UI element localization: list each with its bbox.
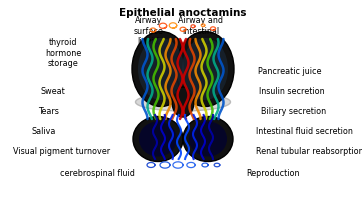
Text: Insulin secretion: Insulin secretion [258, 86, 324, 96]
Text: Intestinal fluid secretion: Intestinal fluid secretion [256, 127, 353, 136]
Ellipse shape [176, 31, 234, 106]
Ellipse shape [183, 116, 233, 162]
Text: Biliary secretion: Biliary secretion [261, 107, 326, 116]
Ellipse shape [135, 93, 231, 111]
Ellipse shape [172, 87, 194, 117]
Ellipse shape [132, 31, 190, 106]
Text: Airway
surface
liquid: Airway surface liquid [134, 16, 163, 46]
Text: Epithelial anoctamins: Epithelial anoctamins [119, 8, 247, 18]
Ellipse shape [138, 38, 184, 100]
Text: Reproduction: Reproduction [247, 168, 300, 178]
Ellipse shape [182, 38, 228, 100]
Text: Airway and
intestinal
mucus: Airway and intestinal mucus [178, 16, 223, 46]
Ellipse shape [189, 121, 227, 156]
Text: Visual pigment turnover: Visual pigment turnover [13, 146, 110, 156]
Text: Renal tubular reabsorption: Renal tubular reabsorption [256, 146, 362, 156]
Text: Pancreatic juice: Pancreatic juice [258, 66, 321, 75]
Text: Sweat: Sweat [40, 86, 65, 96]
Ellipse shape [133, 116, 183, 162]
Text: Tears: Tears [38, 107, 59, 116]
Ellipse shape [139, 121, 177, 156]
Text: thyroid
hormone
storage: thyroid hormone storage [45, 38, 81, 68]
Text: cerebrospinal fluid: cerebrospinal fluid [60, 168, 135, 178]
Text: Saliva: Saliva [31, 127, 56, 136]
